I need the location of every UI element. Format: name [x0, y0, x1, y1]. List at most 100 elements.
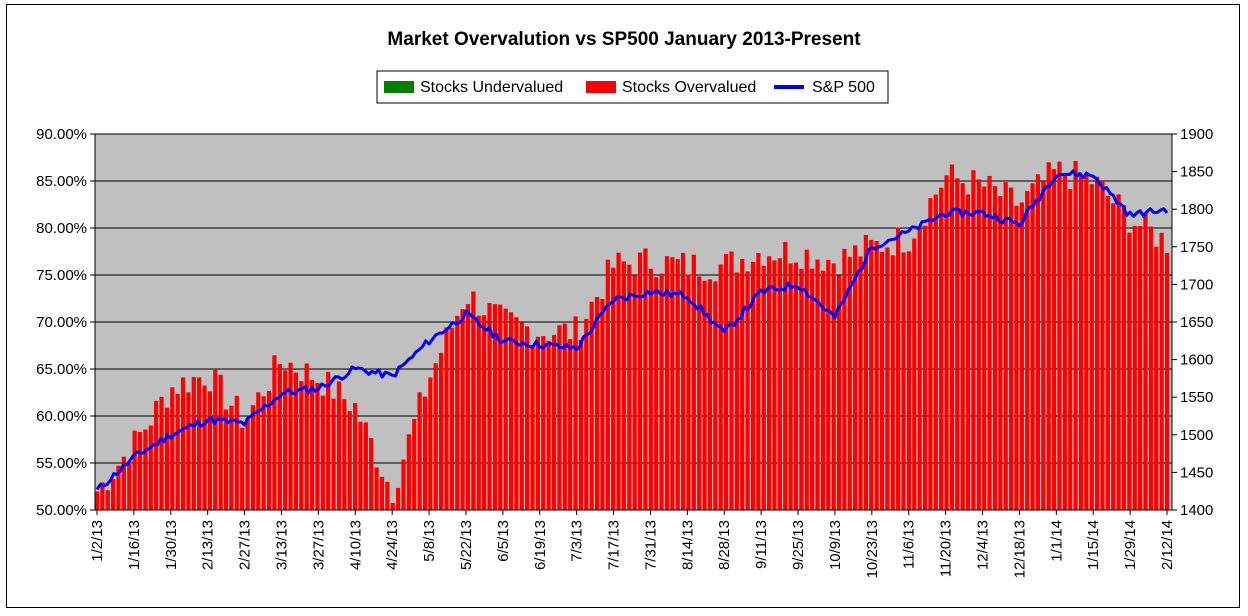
bar-overvalued [197, 377, 202, 510]
bar-overvalued [756, 252, 761, 510]
bar-overvalued [584, 318, 589, 510]
left-axis-tick-label: 75.00% [36, 267, 87, 284]
bar-overvalued [879, 251, 885, 510]
bar-overvalued [680, 252, 686, 511]
right-axis-tick-label: 1750 [1180, 239, 1213, 256]
legend: Stocks Undervalued Stocks Overvalued S&P 5… [376, 70, 889, 104]
bar-overvalued [648, 268, 653, 510]
bar-overvalued [998, 196, 1003, 510]
legend-swatch [384, 81, 414, 93]
bar-overvalued [654, 277, 659, 510]
chart-title: Market Overvalution vs SP500 January 201… [387, 29, 861, 50]
x-axis-tick-label: 7/31/13 [642, 520, 659, 570]
bar-overvalued [675, 259, 680, 510]
bar-overvalued [326, 371, 331, 510]
bar-overvalued [369, 438, 374, 510]
sp500-line-series [95, 169, 1169, 491]
bar-overvalued [810, 268, 815, 510]
bar-overvalued [331, 398, 336, 510]
bar-overvalued [412, 418, 417, 510]
bar-overvalued [433, 363, 438, 510]
bar-overvalued [713, 281, 718, 510]
bar-overvalued [105, 490, 110, 510]
x-axis-tick-label: 11/20/13 [938, 520, 955, 577]
bar-overvalued [1148, 226, 1153, 510]
bar-overvalued [858, 256, 863, 510]
left-axis-tick-label: 85.00% [36, 173, 87, 190]
x-axis-tick-label: 1/29/14 [1122, 520, 1139, 570]
right-axis-tick-label: 1850 [1180, 164, 1213, 181]
right-axis-tick-label: 1550 [1180, 389, 1213, 406]
bar-overvalued [159, 396, 164, 510]
x-axis-tick-label: 5/8/13 [421, 520, 438, 562]
x-axis-tick-label: 7/3/13 [569, 520, 586, 562]
bar-overvalued [906, 251, 912, 510]
bar-overvalued [336, 381, 342, 510]
bar-overvalued [616, 252, 621, 510]
bar-overvalued [885, 247, 890, 511]
sp500-line [95, 169, 1169, 491]
bar-overvalued [1105, 195, 1110, 510]
bar-overvalued [944, 175, 949, 510]
bar-overvalued [1078, 176, 1084, 511]
bar-overvalued [971, 170, 976, 510]
bar-overvalued [170, 387, 175, 510]
bar-overvalued [761, 265, 766, 510]
bar-overvalued [605, 259, 610, 510]
bar-overvalued [1138, 226, 1143, 510]
bar-overvalued [740, 258, 745, 510]
right-axis-tick-label: 1900 [1180, 126, 1213, 143]
bar-overvalued [175, 393, 180, 510]
left-axis-tick-label: 65.00% [36, 361, 87, 378]
bar-overvalued [955, 178, 960, 510]
bar-overvalued [202, 385, 207, 510]
bar-overvalued [191, 377, 196, 510]
x-axis-tick-label: 1/16/13 [126, 520, 143, 570]
bar-overvalued [594, 296, 600, 510]
bar-overvalued [304, 363, 309, 510]
bar-overvalued [1030, 183, 1035, 510]
x-axis-tick-label: 1/30/13 [163, 520, 180, 570]
bar-overvalued [519, 322, 524, 510]
bar-overvalued [922, 225, 928, 510]
x-axis-tick-label: 1/1/14 [1048, 520, 1065, 562]
bar-overvalued [379, 476, 385, 510]
right-axis-tick-label: 1800 [1180, 201, 1213, 218]
bar-overvalued [939, 187, 944, 511]
bar-overvalued [503, 308, 508, 510]
x-axis-tick-label: 4/24/13 [384, 520, 401, 570]
bar-overvalued [476, 315, 481, 510]
bar-overvalued [853, 245, 858, 510]
bar-overvalued [288, 362, 293, 510]
bar-overvalued [455, 315, 460, 510]
bar-overvalued [283, 370, 288, 510]
bar-overvalued [234, 395, 239, 510]
bar-overvalued [320, 395, 325, 510]
bar-overvalued [1046, 162, 1051, 510]
bar-overvalued [842, 248, 847, 510]
bar-overvalued [691, 254, 696, 510]
bar-overvalued [1127, 232, 1132, 511]
bar-overvalued [266, 391, 272, 510]
bar-overvalued [256, 392, 261, 510]
x-axis-tick-label: 2/27/13 [237, 520, 254, 570]
x-axis-tick-label: 10/9/13 [827, 520, 844, 570]
bar-overvalued [213, 368, 218, 510]
bar-overvalued [315, 382, 320, 510]
bar-overvalued [783, 241, 788, 510]
left-axis-tick-label: 80.00% [36, 220, 87, 237]
bar-overvalued [406, 434, 411, 510]
bar-overvalued [347, 411, 352, 510]
bar-overvalued [551, 334, 557, 510]
bar-overvalued [229, 405, 234, 510]
bar-overvalued [632, 275, 637, 510]
bar-overvalued [670, 257, 675, 510]
bar-overvalued [1062, 175, 1067, 511]
bar-overvalued [772, 260, 777, 510]
bar-overvalued [960, 183, 965, 510]
bar-overvalued [589, 301, 594, 510]
bar-overvalued [1003, 182, 1008, 511]
x-axis-tick-label: 1/2/13 [89, 520, 106, 562]
left-axis-tick-label: 60.00% [36, 408, 87, 425]
bar-overvalued [471, 291, 476, 510]
